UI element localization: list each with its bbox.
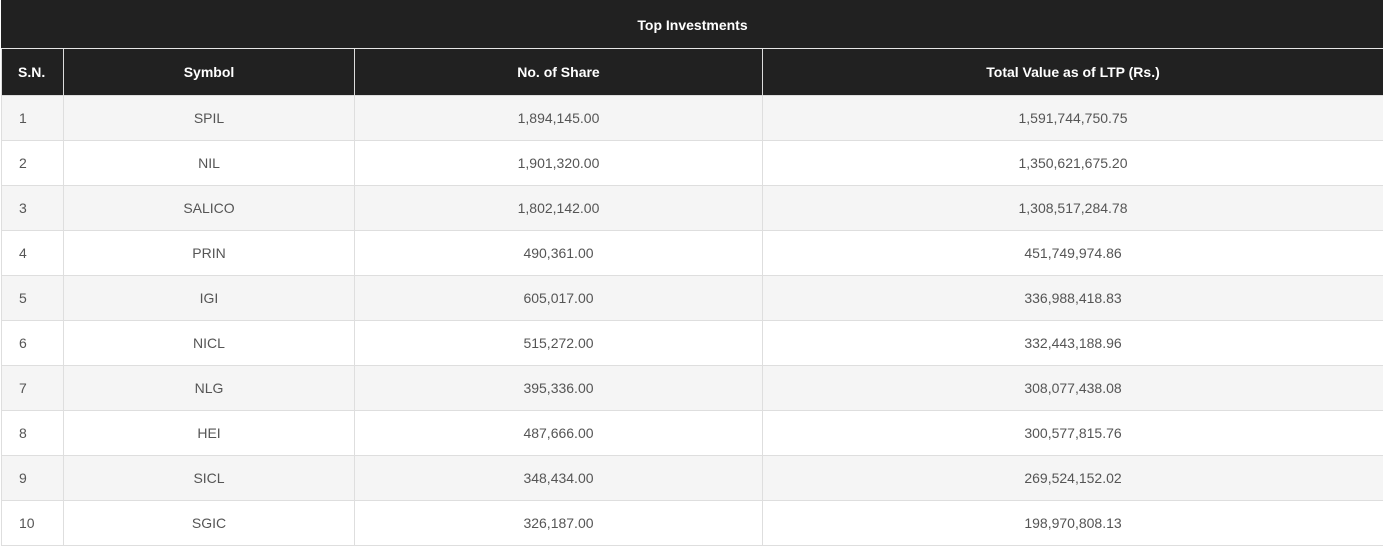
cell-shares: 395,336.00 [354,365,763,411]
cell-total-value: 451,749,974.86 [761,230,1383,276]
table-row: 1 SPIL 1,894,145.00 1,591,744,750.75 [1,95,1383,141]
cell-total-value: 1,308,517,284.78 [761,185,1383,231]
cell-shares: 605,017.00 [354,275,763,321]
column-header-symbol: Symbol [63,48,355,96]
cell-shares: 490,361.00 [354,230,763,276]
cell-sn: 10 [1,500,64,546]
cell-sn: 4 [1,230,64,276]
table-row: 4 PRIN 490,361.00 451,749,974.86 [1,230,1383,276]
column-header-sn: S.N. [1,48,64,96]
cell-symbol: SGIC [63,500,355,546]
cell-total-value: 198,970,808.13 [761,500,1383,546]
table-row: 2 NIL 1,901,320.00 1,350,621,675.20 [1,140,1383,186]
table-row: 3 SALICO 1,802,142.00 1,308,517,284.78 [1,185,1383,231]
cell-symbol: NICL [63,320,355,366]
cell-symbol: SPIL [63,95,355,141]
cell-shares: 1,802,142.00 [354,185,763,231]
cell-sn: 7 [1,365,64,411]
cell-sn: 3 [1,185,64,231]
cell-total-value: 332,443,188.96 [761,320,1383,366]
table-row: 9 SICL 348,434.00 269,524,152.02 [1,455,1383,501]
cell-symbol: SICL [63,455,355,501]
table-row: 10 SGIC 326,187.00 198,970,808.13 [1,500,1383,546]
cell-shares: 1,894,145.00 [354,95,763,141]
cell-total-value: 300,577,815.76 [761,410,1383,456]
cell-shares: 1,901,320.00 [354,140,763,186]
cell-shares: 487,666.00 [354,410,763,456]
cell-symbol: NIL [63,140,355,186]
table-header-row: S.N. Symbol No. of Share Total Value as … [1,48,1383,96]
cell-symbol: NLG [63,365,355,411]
cell-sn: 2 [1,140,64,186]
cell-sn: 8 [1,410,64,456]
cell-shares: 348,434.00 [354,455,763,501]
cell-symbol: IGI [63,275,355,321]
cell-symbol: HEI [63,410,355,456]
cell-sn: 9 [1,455,64,501]
cell-sn: 6 [1,320,64,366]
cell-total-value: 308,077,438.08 [761,365,1383,411]
cell-sn: 1 [1,95,64,141]
cell-sn: 5 [1,275,64,321]
table-row: 7 NLG 395,336.00 308,077,438.08 [1,365,1383,411]
table-row: 5 IGI 605,017.00 336,988,418.83 [1,275,1383,321]
cell-total-value: 1,591,744,750.75 [761,95,1383,141]
cell-total-value: 269,524,152.02 [761,455,1383,501]
table-title-row: Top Investments [0,0,1383,49]
table-title: Top Investments [0,0,1383,49]
cell-shares: 326,187.00 [354,500,763,546]
column-header-total-value: Total Value as of LTP (Rs.) [761,48,1383,96]
cell-total-value: 336,988,418.83 [761,275,1383,321]
table-row: 8 HEI 487,666.00 300,577,815.76 [1,410,1383,456]
column-header-shares: No. of Share [354,48,763,96]
cell-symbol: SALICO [63,185,355,231]
cell-shares: 515,272.00 [354,320,763,366]
table-row: 6 NICL 515,272.00 332,443,188.96 [1,320,1383,366]
cell-total-value: 1,350,621,675.20 [761,140,1383,186]
cell-symbol: PRIN [63,230,355,276]
